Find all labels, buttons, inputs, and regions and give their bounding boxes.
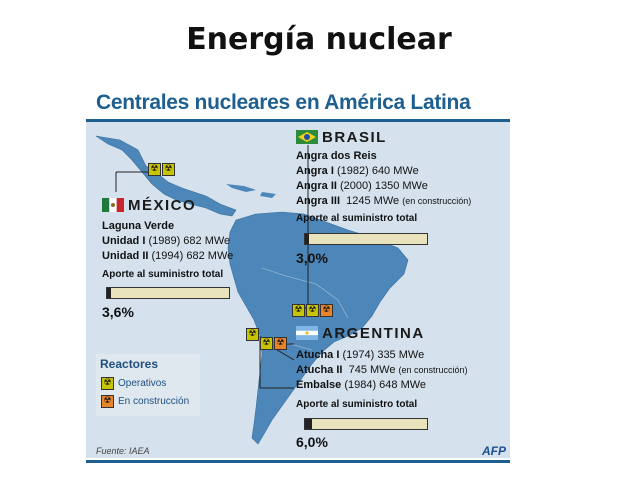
argentina-flag-icon <box>296 326 318 340</box>
radiation-icon: ☢ <box>306 304 319 317</box>
supply-bar-brasil <box>304 233 428 245</box>
reactor-line: Unidad I (1989) 682 MWe <box>102 235 231 247</box>
mexico-flag-icon <box>102 198 124 212</box>
radiation-icon: ☢ <box>101 377 114 390</box>
header-rule <box>86 119 510 122</box>
reactor-line: Atucha I (1974) 335 MWe <box>296 349 425 361</box>
supply-label: Aporte al suministro total <box>296 213 418 224</box>
supply-bar-fill <box>305 234 309 244</box>
supply-value-argentina: 6,0% <box>296 434 328 450</box>
supply-value-mexico: 3,6% <box>102 304 134 320</box>
radiation-icon: ☢ <box>320 304 333 317</box>
source-text: Fuente: IAEA <box>96 446 150 456</box>
radiation-icon: ☢ <box>260 337 273 350</box>
supply-bar-mexico <box>106 287 230 299</box>
infographic-header: Centrales nucleares en América Latina <box>96 91 471 114</box>
supply-value-brasil: 3,0% <box>296 250 328 266</box>
legend: Reactores ☢ Operativos ☢ En construcción <box>96 354 200 416</box>
radiation-icon: ☢ <box>101 395 114 408</box>
supply-bar-fill <box>107 288 112 298</box>
legend-title: Reactores <box>100 357 159 371</box>
reactor-line: Angra I (1982) 640 MWe <box>296 165 419 177</box>
country-name-argentina: ARGENTINA <box>322 325 425 342</box>
radiation-icon: ☢ <box>292 304 305 317</box>
reactor-line: Angra III 1245 MWe (en construcción) <box>296 195 472 207</box>
radiation-icon: ☢ <box>162 163 175 176</box>
radiation-icon: ☢ <box>246 328 259 341</box>
brazil-flag-icon <box>296 130 318 144</box>
infographic: Centrales nucleares en América Latina ☢ … <box>86 88 510 466</box>
site-name: Angra dos Reis <box>296 150 377 162</box>
supply-label: Aporte al suministro total <box>102 269 224 280</box>
reactor-line: Atucha II 745 MWe (en construcción) <box>296 364 468 376</box>
radiation-icon: ☢ <box>274 337 287 350</box>
reactor-line: Embalse (1984) 648 MWe <box>296 379 427 391</box>
supply-bar-argentina <box>304 418 428 430</box>
supply-bar-fill <box>305 419 313 429</box>
slide-title: Energía nuclear <box>186 22 452 57</box>
legend-construccion: En construcción <box>118 396 190 407</box>
radiation-icon: ☢ <box>148 163 161 176</box>
country-name-mexico: MÉXICO <box>128 197 197 214</box>
footer-rule <box>86 460 510 463</box>
legend-operativos: Operativos <box>118 378 167 389</box>
site-name: Laguna Verde <box>102 220 175 232</box>
reactor-line: Unidad II (1994) 682 MWe <box>102 250 234 262</box>
country-name-brasil: BRASIL <box>322 129 387 146</box>
afp-logo: AFP <box>482 444 506 458</box>
supply-label: Aporte al suministro total <box>296 399 418 410</box>
reactor-line: Angra II (2000) 1350 MWe <box>296 180 428 192</box>
